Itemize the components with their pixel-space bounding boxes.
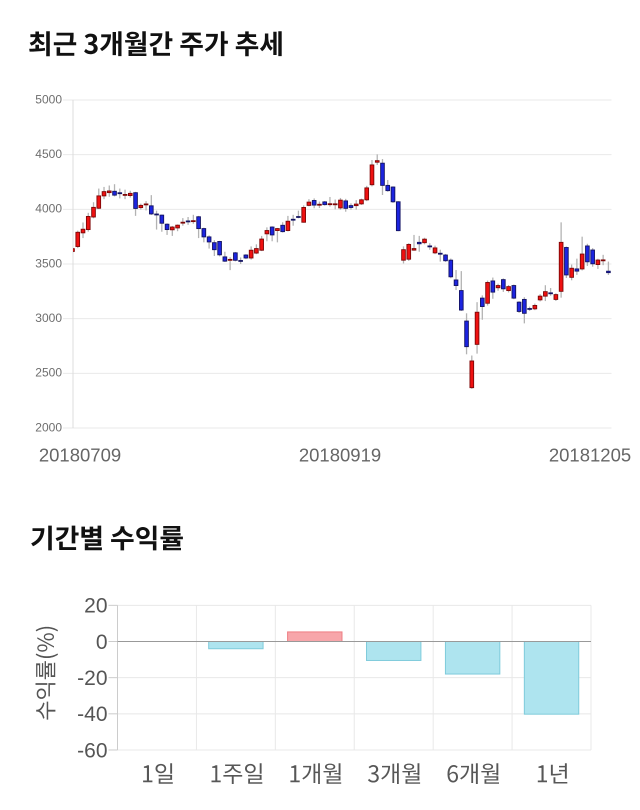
svg-text:20180709: 20180709 — [39, 445, 121, 466]
svg-text:3500: 3500 — [35, 256, 62, 270]
svg-text:20180919: 20180919 — [299, 445, 381, 466]
svg-text:-40: -40 — [77, 703, 107, 726]
svg-text:3000: 3000 — [35, 311, 62, 325]
svg-text:5000: 5000 — [35, 92, 62, 106]
svg-text:0: 0 — [96, 631, 108, 654]
svg-text:4000: 4000 — [35, 202, 62, 216]
svg-text:4500: 4500 — [35, 147, 62, 161]
svg-text:2000: 2000 — [35, 420, 62, 434]
svg-text:2500: 2500 — [35, 366, 62, 380]
svg-text:-60: -60 — [77, 739, 107, 762]
svg-text:20: 20 — [84, 595, 107, 618]
svg-text:20181205: 20181205 — [549, 445, 631, 466]
svg-text:-20: -20 — [77, 667, 107, 690]
